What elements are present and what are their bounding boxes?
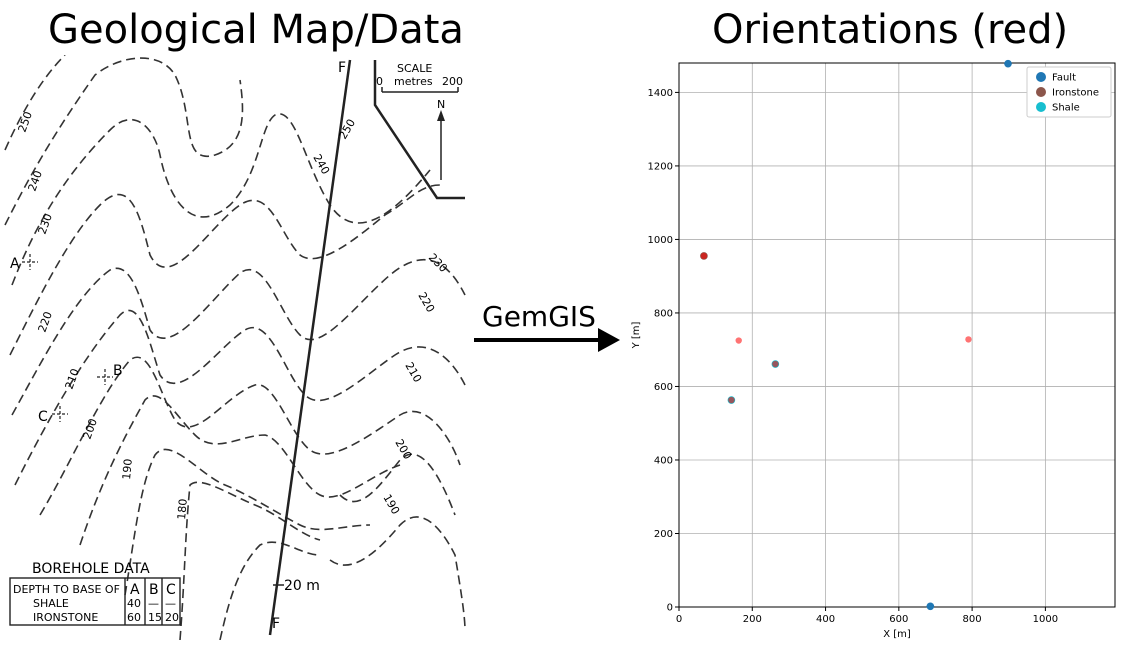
borehole-a-label: A	[10, 256, 20, 272]
contour-label: 220	[415, 290, 437, 315]
data-point-fault	[1004, 59, 1012, 68]
contour-label: 200	[392, 437, 414, 462]
borehole-c-label: C	[38, 409, 48, 425]
legend-marker	[1036, 102, 1046, 112]
contour-label: 240	[26, 169, 45, 193]
table-cell: 60	[127, 611, 141, 624]
table-header-c: C	[166, 582, 176, 598]
y-tick-label: 200	[654, 529, 673, 540]
x-tick-label: 1000	[1033, 614, 1058, 625]
contour-label: 240	[310, 152, 332, 177]
contour-line	[14, 309, 466, 486]
contour-label: 210	[402, 360, 424, 385]
legend-label: Shale	[1052, 103, 1080, 114]
table-row-label: IRONSTONE	[33, 611, 98, 624]
contour-line	[339, 453, 456, 516]
x-tick-label: 200	[743, 614, 762, 625]
x-tick-label: 800	[963, 614, 982, 625]
contour-label: 230	[426, 251, 450, 275]
legend-marker	[1036, 72, 1046, 82]
contour-label: 230	[36, 212, 55, 236]
chart-legend: Fault Ironstone Shale	[1026, 66, 1112, 118]
contour-label: 200	[81, 417, 100, 441]
contour-line	[39, 356, 461, 516]
contour-line	[9, 184, 441, 356]
x-tick-label: 400	[816, 614, 835, 625]
chart-axes: 0 200 400 600 800 1000 0 200 400 600 800 1000 1200 14…	[648, 88, 1059, 625]
gemgis-arrow: GemGIS	[470, 290, 630, 370]
orientation-point	[965, 336, 972, 343]
contour-label: 190	[120, 458, 135, 480]
y-tick-label: 800	[654, 308, 673, 319]
table-row-label: SHALE	[33, 597, 69, 610]
y-tick-label: 400	[654, 455, 673, 466]
borehole-table	[9, 577, 181, 626]
table-header-label: DEPTH TO BASE OF	[13, 583, 120, 596]
geological-map: SCALE 0 metres 200 N F F 20 m A B C 250 …	[4, 55, 466, 640]
contour-line	[179, 481, 321, 640]
fault-label-bottom: F	[272, 616, 280, 632]
y-tick-label: 1400	[648, 88, 673, 99]
table-cell: 15	[148, 611, 162, 624]
scale-max: 200	[442, 75, 463, 88]
x-tick-label: 600	[889, 614, 908, 625]
fault-line	[268, 59, 352, 636]
plot-area	[678, 62, 1116, 608]
table-cell: 20	[165, 611, 179, 624]
legend-box	[1026, 66, 1112, 118]
contour-line	[329, 516, 466, 631]
contour-label: 250	[16, 110, 35, 134]
contour-line	[124, 448, 371, 596]
x-axis-label: X [m]	[883, 629, 911, 640]
legend-marker	[1036, 87, 1046, 97]
borehole-b-label: B	[113, 363, 123, 379]
contour-label: 210	[63, 367, 82, 391]
north-arrow-head	[437, 110, 445, 121]
contour-label: 190	[380, 492, 402, 517]
arrow-label: GemGIS	[482, 300, 596, 333]
contour-label: 180	[175, 498, 190, 520]
contour-line	[219, 541, 321, 640]
legend-label: Ironstone	[1052, 88, 1099, 99]
contour-line	[4, 55, 66, 151]
map-boundary	[373, 60, 465, 200]
orientations-chart: 0 200 400 600 800 1000 0 200 400 600 800 1000 1200 14…	[631, 59, 1116, 640]
scale-zero: 0	[376, 75, 383, 88]
table-cell: —	[165, 597, 176, 610]
contour-line	[4, 57, 244, 226]
contour-line	[11, 259, 466, 416]
legend-label: Fault	[1052, 73, 1076, 84]
chart-points	[700, 59, 1012, 611]
orientation-point	[728, 396, 735, 404]
y-axis-label: Y [m]	[631, 321, 642, 349]
y-tick-label: 1000	[648, 235, 673, 246]
scale-title: SCALE	[397, 62, 432, 75]
contour-label: 250	[336, 117, 358, 142]
chart-grid	[678, 63, 1115, 608]
map-title: Geological Map/Data	[48, 7, 464, 53]
y-tick-label: 0	[667, 603, 673, 614]
scale-unit: metres	[394, 75, 433, 88]
y-tick-label: 1200	[648, 161, 673, 172]
orientation-point	[772, 360, 779, 368]
orientation-point	[735, 337, 742, 344]
contour-line	[79, 395, 401, 546]
arrow-head	[598, 328, 620, 352]
borehole-table-title: BOREHOLE DATA	[32, 561, 150, 577]
chart-title: Orientations (red)	[712, 7, 1069, 53]
table-cell: —	[148, 597, 159, 610]
data-point-fault	[926, 602, 935, 611]
x-tick-label: 0	[676, 614, 682, 625]
y-tick-label: 600	[654, 382, 673, 393]
table-cell: 40	[127, 597, 141, 610]
contour-line	[11, 113, 431, 286]
contour-label: 220	[36, 310, 55, 334]
fault-throw-label: 20 m	[284, 578, 320, 594]
table-header-b: B	[149, 582, 159, 598]
table-header-a: A	[130, 582, 140, 598]
north-label: N	[437, 98, 445, 111]
orientation-point	[700, 252, 708, 260]
fault-label-top: F	[338, 60, 346, 76]
